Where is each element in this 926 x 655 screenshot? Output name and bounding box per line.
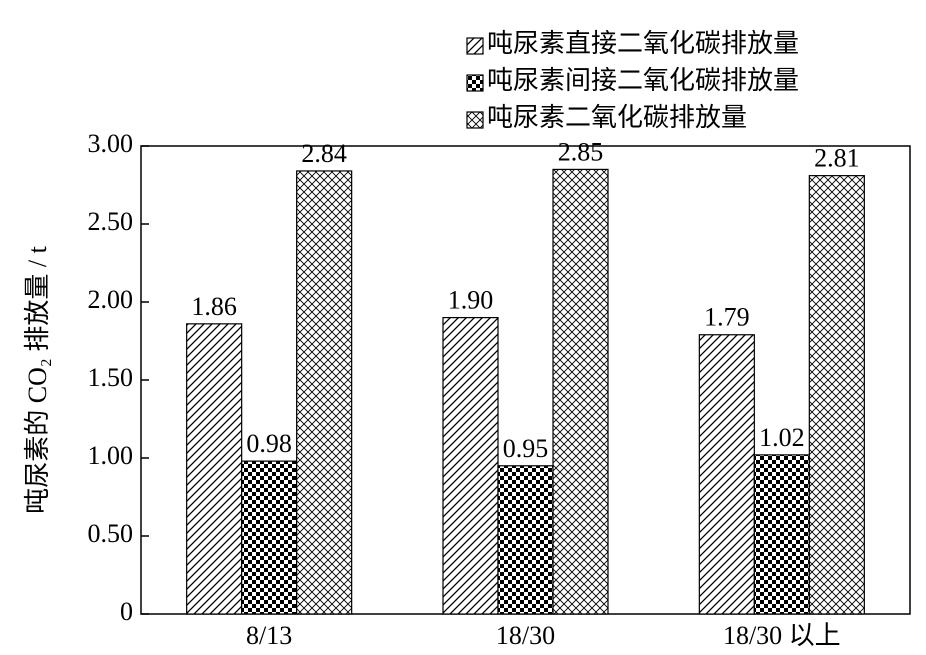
y-axis-label: 吨尿素的 CO₂ 排放量 / t: [23, 245, 52, 513]
x-tick-label: 18/30: [496, 621, 555, 650]
legend-swatch: [466, 74, 484, 92]
x-tick-label: 18/30 以上: [723, 621, 841, 650]
bar: [808, 175, 865, 615]
bar: [497, 465, 554, 615]
legend-label: 吨尿素间接二氧化碳排放量: [487, 66, 799, 95]
value-label: 2.85: [558, 137, 604, 166]
y-tick-label: 1.50: [88, 363, 134, 392]
y-tick-label: 2.50: [88, 207, 134, 236]
bar: [296, 170, 353, 615]
bar: [698, 334, 755, 615]
y-tick-label: 3.00: [88, 129, 134, 158]
y-tick-label: 1.00: [88, 441, 134, 470]
legend-label: 吨尿素直接二氧化碳排放量: [487, 29, 799, 58]
value-label: 1.79: [704, 303, 750, 332]
legend-swatch: [466, 111, 484, 129]
value-label: 0.95: [503, 434, 549, 463]
y-tick-label: 0: [120, 597, 133, 626]
value-label: 0.98: [246, 429, 292, 458]
legend-label: 吨尿素二氧化碳排放量: [487, 103, 747, 132]
y-tick-label: 2.00: [88, 285, 134, 314]
bar: [552, 168, 609, 615]
value-label: 2.81: [814, 144, 860, 173]
value-label: 1.86: [191, 292, 237, 321]
value-label: 1.02: [759, 423, 805, 452]
value-label: 2.84: [301, 139, 347, 168]
bar: [241, 460, 298, 615]
y-tick-label: 0.50: [88, 519, 134, 548]
bar: [186, 323, 243, 615]
legend-swatch: [466, 37, 484, 55]
x-tick-label: 8/13: [246, 621, 292, 650]
bar: [753, 454, 810, 615]
bar: [442, 317, 499, 615]
value-label: 1.90: [448, 286, 494, 315]
